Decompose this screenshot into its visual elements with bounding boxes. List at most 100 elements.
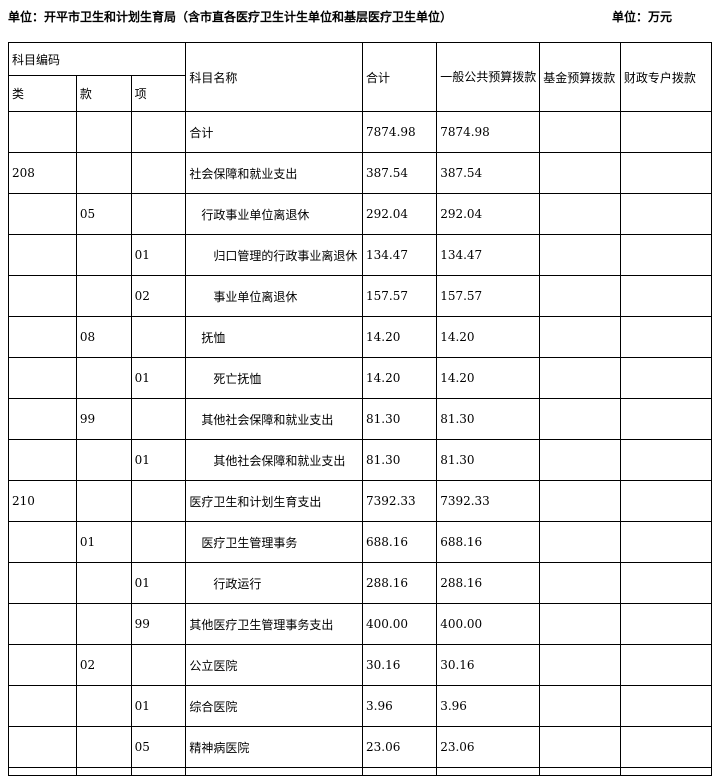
table-row: 01 医疗卫生管理事务 688.16 688.16	[8, 521, 712, 563]
cell-item-code: 01	[130, 439, 187, 481]
table-row: 08 抚恤 14.20 14.20	[8, 316, 712, 358]
cell-category-code	[8, 644, 77, 686]
cell-category-code	[8, 111, 77, 153]
cell-item-code: 02	[130, 275, 187, 317]
header-row-2: 类 款 项	[8, 75, 712, 112]
cell-public-budget: 81.30	[436, 439, 541, 481]
cell-total: 400.00	[362, 603, 438, 645]
cell-section-code	[75, 357, 132, 399]
table-row: 05 行政事业单位离退休 292.04 292.04	[8, 193, 712, 235]
cell-section-code	[75, 562, 132, 604]
cell-fund-budget	[539, 603, 621, 645]
cell-public-budget: 157.57	[436, 275, 541, 317]
cell-empty	[8, 767, 77, 776]
cell-public-budget: 23.06	[436, 726, 541, 768]
cell-public-budget: 387.54	[436, 152, 541, 194]
cell-fiscal-account	[619, 316, 712, 358]
cell-fund-budget	[539, 726, 621, 768]
cell-public-budget: 400.00	[436, 603, 541, 645]
cell-fund-budget	[539, 357, 621, 399]
cell-fiscal-account	[619, 726, 712, 768]
table-row: 合计 7874.98 7874.98	[8, 111, 712, 153]
cell-fiscal-account	[619, 193, 712, 235]
cell-public-budget: 14.20	[436, 316, 541, 358]
cell-fiscal-account	[619, 521, 712, 563]
cell-fiscal-account	[619, 480, 712, 522]
cell-public-budget: 292.04	[436, 193, 541, 235]
cell-item-code: 01	[130, 562, 187, 604]
cell-subject-name: 抚恤	[185, 316, 364, 358]
cell-item-code	[130, 521, 187, 563]
cell-fund-budget	[539, 193, 621, 235]
cell-total: 23.06	[362, 726, 438, 768]
table-row: 210 医疗卫生和计划生育支出 7392.33 7392.33	[8, 480, 712, 522]
cell-total: 157.57	[362, 275, 438, 317]
cell-item-code	[130, 398, 187, 440]
table-row: 01 死亡抚恤 14.20 14.20	[8, 357, 712, 399]
table-row: 02 事业单位离退休 157.57 157.57	[8, 275, 712, 317]
table-row: 01 行政运行 288.16 288.16	[8, 562, 712, 604]
cell-section-code: 08	[75, 316, 132, 358]
cell-fund-budget	[539, 480, 621, 522]
cell-fund-budget	[539, 152, 621, 194]
cell-category-code	[8, 562, 77, 604]
cell-total: 387.54	[362, 152, 438, 194]
cell-category-code	[8, 398, 77, 440]
cell-empty	[619, 767, 712, 776]
cell-empty	[130, 767, 187, 776]
cell-fund-budget	[539, 316, 621, 358]
cell-public-budget: 288.16	[436, 562, 541, 604]
cell-subject-name: 综合医院	[185, 685, 364, 727]
col-header-section: 款	[75, 75, 132, 112]
col-header-fund-budget: 基金预算拨款	[539, 42, 621, 112]
cell-category-code	[8, 357, 77, 399]
cell-item-code: 01	[130, 357, 187, 399]
cell-total: 292.04	[362, 193, 438, 235]
cell-section-code	[75, 234, 132, 276]
cell-empty	[75, 767, 132, 776]
table-row: 99 其他医疗卫生管理事务支出 400.00 400.00	[8, 603, 712, 645]
cell-section-code: 01	[75, 521, 132, 563]
cell-subject-name: 合计	[185, 111, 364, 153]
col-header-category: 类	[8, 75, 77, 112]
table-row-partial	[8, 767, 712, 776]
cell-subject-name: 公立医院	[185, 644, 364, 686]
cell-fiscal-account	[619, 111, 712, 153]
cell-empty	[436, 767, 541, 776]
cell-public-budget: 688.16	[436, 521, 541, 563]
cell-category-code	[8, 275, 77, 317]
cell-item-code	[130, 644, 187, 686]
cell-item-code	[130, 316, 187, 358]
cell-total: 14.20	[362, 357, 438, 399]
table-row: 208 社会保障和就业支出 387.54 387.54	[8, 152, 712, 194]
cell-category-code: 208	[8, 152, 77, 194]
table-row: 05 精神病医院 23.06 23.06	[8, 726, 712, 768]
cell-item-code	[130, 152, 187, 194]
cell-subject-name: 精神病医院	[185, 726, 364, 768]
cell-public-budget: 30.16	[436, 644, 541, 686]
cell-total: 688.16	[362, 521, 438, 563]
cell-total: 14.20	[362, 316, 438, 358]
table-row: 01 归口管理的行政事业离退休 134.47 134.47	[8, 234, 712, 276]
cell-fund-budget	[539, 398, 621, 440]
cell-subject-name: 社会保障和就业支出	[185, 152, 364, 194]
cell-fund-budget	[539, 111, 621, 153]
cell-fund-budget	[539, 644, 621, 686]
cell-fiscal-account	[619, 562, 712, 604]
col-header-subject-name: 科目名称	[185, 42, 364, 112]
cell-item-code: 05	[130, 726, 187, 768]
cell-fiscal-account	[619, 439, 712, 481]
cell-public-budget: 3.96	[436, 685, 541, 727]
cell-category-code: 210	[8, 480, 77, 522]
cell-subject-name: 行政事业单位离退休	[185, 193, 364, 235]
cell-fiscal-account	[619, 644, 712, 686]
cell-subject-name: 其他医疗卫生管理事务支出	[185, 603, 364, 645]
cell-public-budget: 7874.98	[436, 111, 541, 153]
col-header-fiscal-account: 财政专户拨款	[619, 42, 712, 112]
cell-public-budget: 134.47	[436, 234, 541, 276]
cell-item-code	[130, 480, 187, 522]
cell-fund-budget	[539, 275, 621, 317]
cell-section-code	[75, 439, 132, 481]
cell-total: 134.47	[362, 234, 438, 276]
